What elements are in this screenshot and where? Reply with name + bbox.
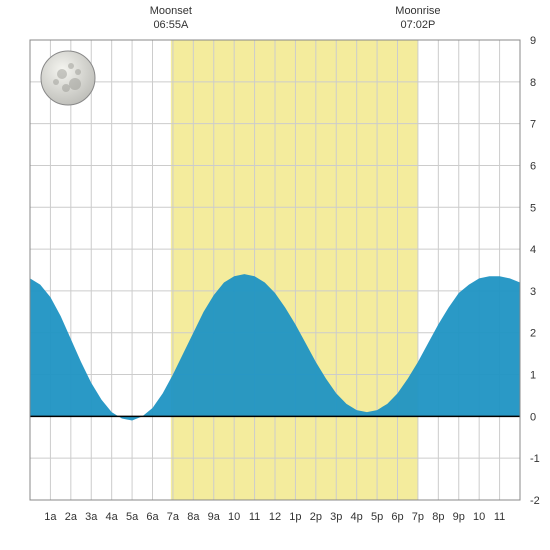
x-tick-label: 6p [391,511,403,523]
y-tick-label: 7 [530,119,536,131]
moonrise-title: Moonrise [395,5,440,17]
x-tick-label: 8a [187,511,200,523]
tide-chart: 1a2a3a4a5a6a7a8a9a1011121p2p3p4p5p6p7p8p… [0,0,550,550]
y-tick-label: 0 [530,411,536,423]
moonrise-time: 07:02P [400,19,435,31]
x-tick-label: 10 [473,511,485,523]
x-tick-label: 7a [167,511,180,523]
tide-area [30,274,520,420]
x-tick-label: 5p [371,511,383,523]
moon-crater [69,78,81,90]
moon-icon [41,51,95,105]
y-tick-label: 9 [530,35,536,47]
daylight-band [171,40,418,500]
x-tick-label: 6a [146,511,159,523]
y-tick-label: 1 [530,370,536,382]
moon-crater [75,69,81,75]
x-tick-label: 8p [432,511,444,523]
moon-crater [57,69,67,79]
x-tick-label: 5a [126,511,139,523]
x-tick-label: 3a [85,511,98,523]
y-tick-label: 6 [530,160,536,172]
x-tick-label: 12 [269,511,281,523]
y-tick-label: 4 [530,244,536,256]
x-tick-label: 9a [208,511,221,523]
moon-crater [68,63,74,69]
x-tick-label: 11 [494,511,505,523]
x-tick-label: 4a [106,511,119,523]
moon-crater [53,79,59,85]
x-tick-label: 2p [310,511,322,523]
y-tick-label: 3 [530,286,536,298]
y-tick-label: -2 [530,495,540,507]
moonset-title: Moonset [150,5,192,17]
x-tick-label: 4p [351,511,363,523]
y-tick-label: 8 [530,77,536,89]
x-tick-label: 7p [412,511,424,523]
x-tick-label: 1a [44,511,57,523]
x-tick-label: 10 [228,511,240,523]
y-tick-label: 5 [530,202,536,214]
y-tick-label: 2 [530,328,536,340]
x-tick-label: 3p [330,511,342,523]
x-tick-label: 1p [289,511,301,523]
x-tick-label: 9p [453,511,465,523]
x-tick-label: 11 [249,511,260,523]
moon-crater [62,84,70,92]
x-tick-label: 2a [65,511,78,523]
chart-svg: 1a2a3a4a5a6a7a8a9a1011121p2p3p4p5p6p7p8p… [0,0,550,550]
y-tick-label: -1 [530,453,540,465]
moonset-time: 06:55A [153,19,189,31]
